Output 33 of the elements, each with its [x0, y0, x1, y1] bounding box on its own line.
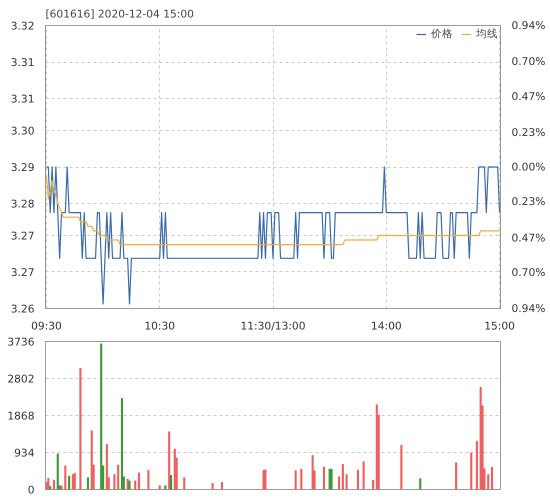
x-tick-label: 15:00: [484, 320, 516, 332]
x-tick-label: 09:30: [31, 320, 62, 332]
y-tick-label: 3.29: [10, 161, 35, 174]
y-tick-label: 3.32: [10, 20, 35, 32]
y2-tick-label: 0.70%: [512, 55, 546, 68]
y2-tick-label: 0.94%: [512, 19, 546, 32]
x-tick-label: 11:30/13:00: [240, 320, 306, 332]
legend-label: 价格: [431, 27, 453, 41]
y-tick-label: 3736: [7, 336, 35, 348]
x-tick-label: 14:00: [370, 320, 402, 332]
y-tick-label: 3.31: [10, 92, 35, 106]
chart-title: [601616] 2020-12-04 15:00: [46, 8, 194, 20]
legend-label: 均线: [476, 27, 498, 41]
y2-tick-label: 0.47%: [512, 90, 546, 103]
line-series: [46, 176, 500, 246]
x-tick-label: 10:30: [144, 320, 176, 332]
y-tick-label: 3.30: [10, 124, 35, 138]
y-tick-label: 1868: [7, 410, 35, 422]
y-tick-label: 2802: [7, 372, 35, 386]
y2-tick-label: 0.94%: [512, 302, 546, 315]
y2-tick-label: 0.70%: [512, 266, 546, 279]
y-tick-label: 3.27: [10, 229, 35, 242]
y-tick-label: 3.26: [10, 302, 35, 316]
y2-tick-label: 0.23%: [512, 195, 546, 208]
y-tick-label: 3.31: [10, 56, 35, 70]
y-tick-label: 3.27: [10, 266, 35, 279]
y2-tick-label: 0.47%: [512, 231, 546, 244]
y-tick-label: 934: [14, 446, 35, 460]
y2-tick-label: 0.00%: [512, 160, 546, 174]
y2-tick-label: 0.23%: [512, 126, 546, 139]
y-tick-label: 3.28: [10, 198, 35, 211]
y-tick-label: 0: [28, 484, 35, 496]
line-series: [46, 166, 500, 305]
